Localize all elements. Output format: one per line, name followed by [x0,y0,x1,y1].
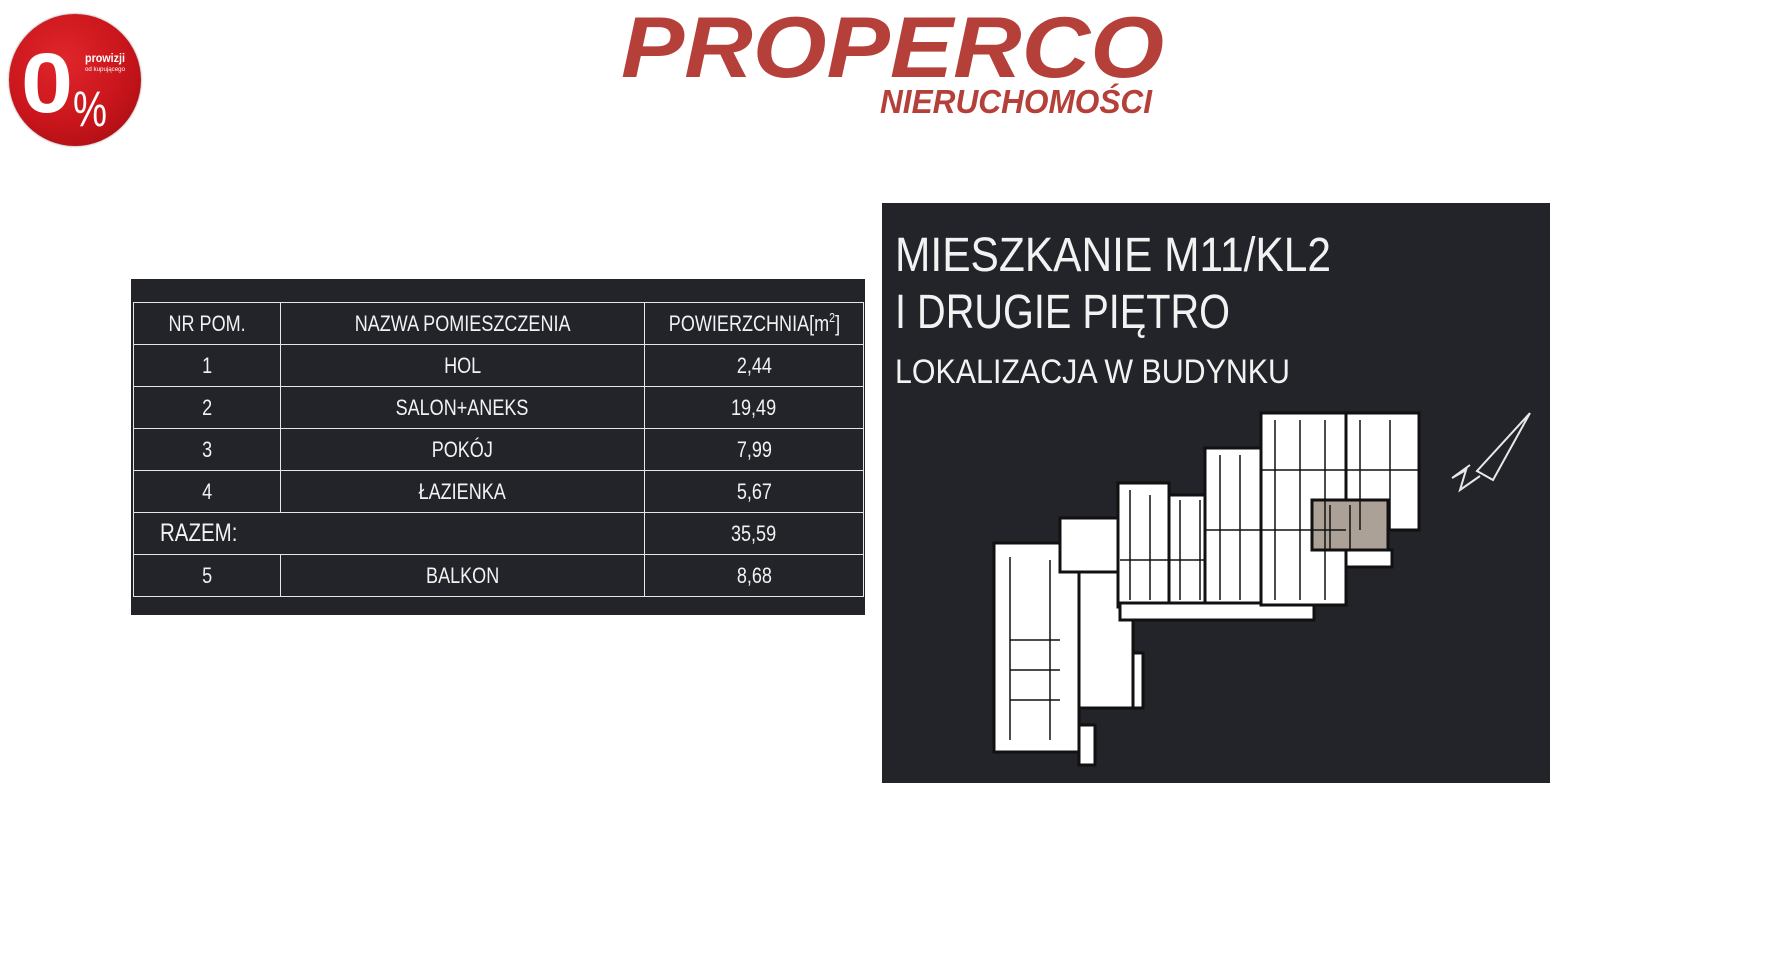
cell-name: BALKON [279,554,646,597]
header-nr: NR POM. [133,302,281,345]
cell-name: ŁAZIENKA [279,470,646,513]
cell-area: 8,68 [644,554,864,597]
table-row: 5 BALKON 8,68 [133,554,864,597]
cell-nr: 2 [133,386,281,429]
properco-logo: PROPERCO NIERUCHOMOŚCI [621,4,1164,120]
building-section [1058,516,1122,574]
table-header-row: NR POM. NAZWA POMIESZCZENIA POWIERZCHNIA… [133,302,864,345]
badge-zero: 0 [21,36,73,130]
cell-nr: 5 [133,554,281,597]
cell-name: SALON+ANEKS [279,386,646,429]
total-row: RAZEM: 35,59 [132,512,864,555]
building-floor-plan [992,411,1421,767]
building-section [1118,601,1316,622]
building-section [1131,651,1145,710]
building-section [1077,723,1097,767]
cell-area: 5,67 [644,470,864,513]
zero-commission-badge: 0 % prowizji od kupującego [9,14,141,146]
location-panel: MIESZKANIE M11/KL2 I DRUGIE PIĘTRO LOKAL… [882,203,1550,783]
north-arrow-icon [1451,412,1531,493]
apartment-title: MIESZKANIE M11/KL2 [895,229,1331,282]
building-section [1116,481,1171,609]
logo-name: PROPERCO [621,4,1164,96]
badge-logo: 0 % prowizji od kupującego [21,36,126,137]
cell-nr: 4 [133,470,281,513]
location-graphic: MIESZKANIE M11/KL2 I DRUGIE PIĘTRO LOKAL… [895,229,1531,767]
header-name: NAZWA POMIESZCZENIA [279,302,646,345]
logo-subtitle: NIERUCHOMOŚCI [880,83,1153,120]
total-area: 35,59 [644,512,864,555]
table-row: 3 POKÓJ 7,99 [133,428,864,471]
badge-percent: % [73,81,107,137]
cell-nr: 1 [133,344,281,387]
cell-name: HOL [279,344,646,387]
cell-area: 19,49 [644,386,864,429]
cell-area: 7,99 [644,428,864,471]
cell-name: POKÓJ [279,428,646,471]
floor-title: I DRUGIE PIĘTRO [895,286,1230,339]
table-row: 1 HOL 2,44 [133,344,864,387]
table-row: 4 ŁAZIENKA 5,67 [133,470,864,513]
building-section [992,541,1081,754]
badge-line1: prowizji [85,51,125,65]
building-section [1203,446,1263,609]
badge-line2: od kupującego [85,67,126,73]
building-section [1344,548,1394,569]
cell-nr: 3 [133,428,281,471]
header-area: POWIERZCHNIA[m2] [644,302,864,345]
table-row: 2 SALON+ANEKS 19,49 [133,386,864,429]
location-subtitle: LOKALIZACJA W BUDYNKU [895,353,1290,391]
room-area-table: NR POM. NAZWA POMIESZCZENIA POWIERZCHNIA… [131,279,865,615]
total-label: RAZEM: [132,512,646,555]
cell-area: 2,44 [644,344,864,387]
